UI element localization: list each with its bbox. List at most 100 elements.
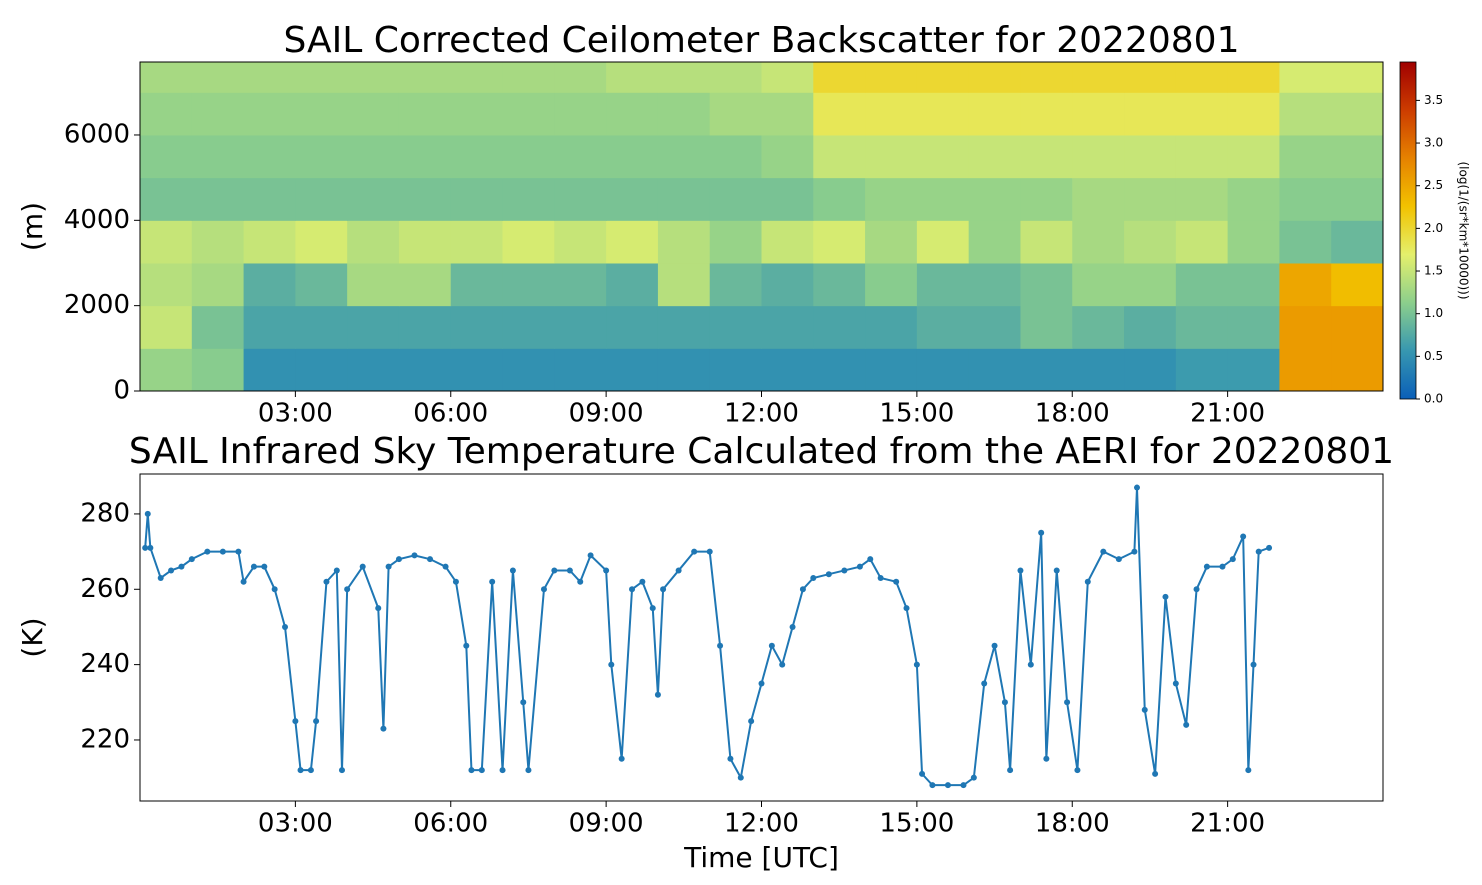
heatmap-cell (398, 134, 452, 179)
data-point (1043, 755, 1050, 762)
heatmap-cell (813, 348, 866, 392)
heatmap-cell (347, 262, 400, 307)
data-point (717, 642, 724, 649)
data-point (1219, 563, 1226, 570)
heatmap-cell (968, 220, 1021, 264)
heatmap-cell (295, 305, 348, 349)
data-point (359, 563, 366, 570)
heatmap-cell (191, 134, 245, 179)
heatmap-cell (709, 177, 762, 221)
data-point (147, 544, 154, 551)
data-point (1007, 767, 1014, 774)
heatmap-cell (1227, 177, 1280, 221)
heatmap-cell (1072, 62, 1125, 93)
colorbar-tick-label: 3.5 (1424, 93, 1443, 107)
heatmap-cell (1020, 92, 1073, 136)
colorbar-tick-label: 3.0 (1424, 136, 1443, 150)
x-tick-label: 12:00 (724, 809, 799, 839)
heatmap-cell (916, 177, 970, 221)
data-point (1133, 484, 1140, 491)
y-tick-label: 4000 (64, 205, 130, 235)
data-point (629, 586, 636, 593)
heatmap-cell (502, 305, 555, 349)
colorbar (1399, 61, 1417, 400)
heatmap-cell (502, 62, 555, 93)
heatmap-cell (606, 92, 659, 136)
data-point (691, 548, 698, 555)
heatmap-cell (916, 134, 970, 179)
x-tick-label: 18:00 (1035, 809, 1110, 839)
heatmap-cell (1124, 262, 1177, 307)
heatmap-cell (554, 220, 607, 264)
data-point (509, 567, 516, 574)
x-tick-label: 15:00 (879, 399, 954, 429)
heatmap-cell (1227, 92, 1280, 136)
data-point (867, 556, 874, 563)
data-point (825, 571, 832, 578)
heatmap-cell (1227, 134, 1280, 179)
y-tick-label: 280 (80, 498, 130, 528)
data-point (991, 642, 998, 649)
heatmap-cell (1175, 177, 1229, 221)
heatmap-cell (657, 92, 711, 136)
colorbar-tick-label: 0.5 (1424, 349, 1443, 363)
heatmap-cell (1279, 62, 1332, 93)
heatmap-cell (140, 348, 193, 392)
data-point (970, 774, 977, 781)
heatmap-cell (1279, 220, 1332, 264)
data-point (520, 699, 527, 706)
heatmap-cell (1279, 92, 1332, 136)
heatmap-cell (865, 220, 918, 264)
data-point (338, 767, 345, 774)
data-point (639, 578, 646, 585)
data-point (323, 578, 330, 585)
heatmap-cell (709, 220, 762, 264)
heatmap-cell (1124, 134, 1177, 179)
data-point (313, 718, 320, 725)
heatmap-cell (968, 62, 1021, 93)
heatmap-cell (606, 134, 659, 179)
x-tick-label: 09:00 (569, 399, 644, 429)
heatmap-cell (295, 134, 348, 179)
x-tick-label: 06:00 (413, 399, 488, 429)
heatmap-cell (554, 262, 607, 307)
heatmap-cell (450, 134, 504, 179)
heatmap-cell (1331, 305, 1384, 349)
heatmap-cell (554, 92, 607, 136)
y-tick-label: 0 (113, 376, 130, 406)
data-point (706, 548, 713, 555)
heatmap-cell (1175, 220, 1229, 264)
heatmap-cell (502, 348, 555, 392)
heatmap-cell (140, 262, 193, 307)
heatmap-cell (1331, 62, 1384, 93)
heatmap-cell (502, 134, 555, 179)
plot-frame (139, 473, 1384, 802)
heatmap-cell (1279, 134, 1332, 179)
data-point (463, 642, 470, 649)
data-point (452, 578, 459, 585)
data-point (499, 767, 506, 774)
heatmap-cell (502, 92, 555, 136)
heatmap-cell (709, 92, 762, 136)
heatmap-cell (968, 134, 1021, 179)
heatmap-cell (243, 305, 296, 349)
heatmap-cell (243, 262, 296, 307)
heatmap-cell (295, 62, 348, 93)
x-tick-label: 15:00 (879, 809, 954, 839)
heatmap-cell (761, 92, 814, 136)
data-point (1141, 706, 1148, 713)
heatmap-cell (295, 348, 348, 392)
heatmap-cell (191, 177, 245, 221)
heatmap-cell (813, 177, 866, 221)
heatmap-cell (140, 62, 193, 93)
data-point (1229, 556, 1236, 563)
data-point (1266, 544, 1273, 551)
heatmap-cell (140, 92, 193, 136)
y-tick-label: 6000 (64, 119, 130, 149)
heatmap-cell (865, 262, 918, 307)
heatmap-cell (1331, 177, 1384, 221)
heatmap-cell (813, 92, 866, 136)
data-point (235, 548, 242, 555)
series-line (144, 487, 1270, 787)
heatmap-cell (761, 62, 814, 93)
